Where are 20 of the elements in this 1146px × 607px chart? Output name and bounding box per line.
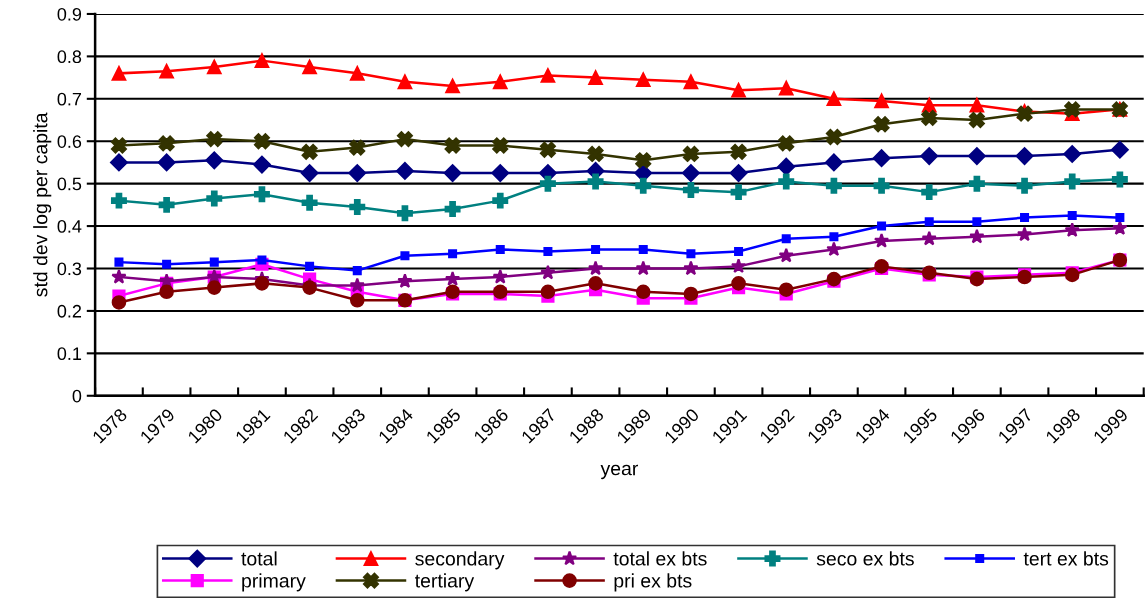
y-axis-title: std dev log per capita xyxy=(33,112,52,297)
y-tick-label: 0.1 xyxy=(57,347,82,361)
legend-label: seco ex bts xyxy=(816,551,914,566)
y-tick-label: 0 xyxy=(72,389,82,403)
x-axis-title: year xyxy=(600,464,638,480)
y-tick-label: 0.7 xyxy=(57,92,82,106)
legend-label: total xyxy=(241,551,277,566)
legend-label: secondary xyxy=(415,551,505,570)
y-tick-label: 0.8 xyxy=(57,50,82,64)
legend-label: total ex bts xyxy=(613,551,707,566)
y-tick-label: 0.5 xyxy=(57,177,82,191)
legend-label: tertiary xyxy=(415,573,475,592)
y-tick-label: 0.4 xyxy=(57,220,82,233)
y-tick-label: 0.9 xyxy=(57,7,82,21)
y-tick-label: 0.3 xyxy=(57,262,82,276)
legend-label: primary xyxy=(242,573,306,592)
legend-label: tert ex bts xyxy=(1023,551,1109,566)
y-tick-label: 0.6 xyxy=(57,135,82,148)
y-tick-label: 0.2 xyxy=(57,304,82,318)
legend-label: pri ex bts xyxy=(614,573,692,592)
